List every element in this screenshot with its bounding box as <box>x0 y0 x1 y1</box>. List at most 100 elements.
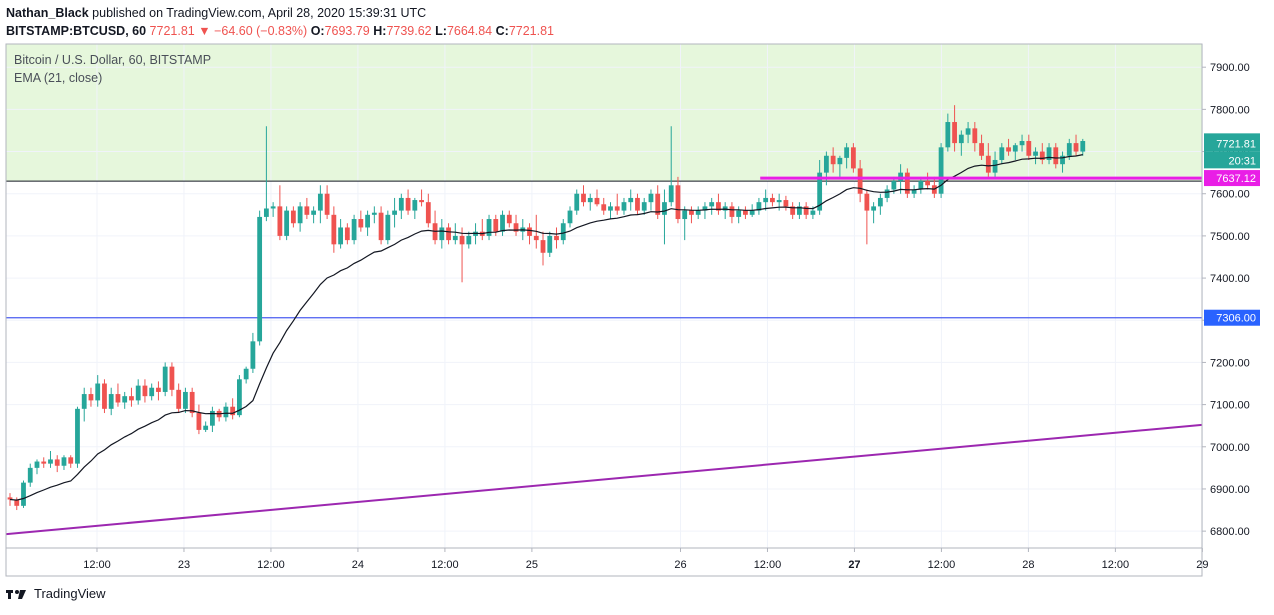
candle-body[interactable] <box>513 223 519 232</box>
candle-body[interactable] <box>695 210 701 215</box>
candle-body[interactable] <box>823 155 829 173</box>
candle-body[interactable] <box>763 197 769 203</box>
candle-body[interactable] <box>830 155 836 165</box>
candle-body[interactable] <box>850 147 856 169</box>
candle-body[interactable] <box>439 227 445 241</box>
candle-body[interactable] <box>965 128 971 135</box>
candle-body[interactable] <box>918 181 924 190</box>
candle-body[interactable] <box>48 459 53 464</box>
candle-body[interactable] <box>311 210 317 215</box>
candle-body[interactable] <box>371 212 377 215</box>
candle-body[interactable] <box>466 235 472 245</box>
candle-body[interactable] <box>675 185 681 220</box>
candle-body[interactable] <box>702 206 708 211</box>
candle-body[interactable] <box>378 212 384 241</box>
candle-body[interactable] <box>189 391 195 414</box>
candle-body[interactable] <box>365 214 370 228</box>
candle-body[interactable] <box>608 206 613 211</box>
candle-body[interactable] <box>790 206 796 215</box>
candle-body[interactable] <box>985 155 991 173</box>
candle-body[interactable] <box>27 467 33 483</box>
candle-body[interactable] <box>7 497 13 500</box>
candle-body[interactable] <box>129 396 134 401</box>
candle-body[interactable] <box>236 379 242 416</box>
candle-body[interactable] <box>1039 151 1045 160</box>
candle-body[interactable] <box>102 383 107 409</box>
price-chart[interactable]: 6800.006900.007000.007100.007200.007300.… <box>0 0 1274 586</box>
candle-body[interactable] <box>156 387 161 392</box>
candle-body[interactable] <box>405 197 411 211</box>
candle-body[interactable] <box>95 383 101 401</box>
indicator-label[interactable]: EMA (21, close) <box>14 71 102 85</box>
candle-body[interactable] <box>797 206 802 215</box>
candle-body[interactable] <box>641 202 647 211</box>
candle-body[interactable] <box>351 219 357 241</box>
candle-body[interactable] <box>277 206 283 236</box>
candle-body[interactable] <box>972 128 978 144</box>
candle-body[interactable] <box>169 366 175 390</box>
candle-body[interactable] <box>88 394 94 401</box>
candle-body[interactable] <box>621 202 627 211</box>
candle-body[interactable] <box>844 147 850 158</box>
candle-body[interactable] <box>722 206 728 211</box>
candle-body[interactable] <box>884 189 890 198</box>
candle-body[interactable] <box>486 219 492 236</box>
candle-body[interactable] <box>877 197 883 207</box>
candle-body[interactable] <box>446 227 451 241</box>
overlay-lines[interactable] <box>6 176 1203 536</box>
candle-body[interactable] <box>540 240 546 253</box>
candle-body[interactable] <box>945 122 951 148</box>
candle-body[interactable] <box>594 197 600 205</box>
candle-body[interactable] <box>864 193 870 211</box>
candle-body[interactable] <box>304 206 310 215</box>
candle-body[interactable] <box>891 181 897 190</box>
candle-body[interactable] <box>108 394 114 409</box>
candle-body[interactable] <box>1073 143 1079 152</box>
candle-body[interactable] <box>61 457 67 466</box>
candle-body[interactable] <box>574 193 580 211</box>
candle-body[interactable] <box>668 185 674 203</box>
candle-body[interactable] <box>398 197 404 211</box>
candle-body[interactable] <box>223 406 229 418</box>
candle-body[interactable] <box>385 214 391 241</box>
x-axis[interactable]: 12:00 23 12:00 24 12:00 25 26 12:00 27 12:00 28 12:… <box>83 548 1209 571</box>
candle-body[interactable] <box>743 210 748 215</box>
candle-body[interactable] <box>1053 147 1059 165</box>
candle-body[interactable] <box>655 193 661 215</box>
candle-body[interactable] <box>203 425 209 430</box>
candles[interactable] <box>7 105 1086 511</box>
candle-body[interactable] <box>331 214 337 245</box>
candle-body[interactable] <box>1046 147 1052 160</box>
candle-body[interactable] <box>243 368 249 380</box>
candle-body[interactable] <box>560 223 566 241</box>
candle-body[interactable] <box>992 159 998 173</box>
author-name[interactable]: Nathan_Black <box>6 6 89 20</box>
candle-body[interactable] <box>425 202 431 224</box>
candle-body[interactable] <box>263 208 269 217</box>
candle-body[interactable] <box>54 459 60 466</box>
candle-body[interactable] <box>338 227 344 245</box>
candle-body[interactable] <box>493 219 499 232</box>
candle-body[interactable] <box>14 499 20 506</box>
candle-body[interactable] <box>230 406 236 416</box>
candle-body[interactable] <box>810 210 816 215</box>
candle-body[interactable] <box>911 189 917 194</box>
candle-body[interactable] <box>142 385 148 397</box>
candle-body[interactable] <box>682 210 688 220</box>
candle-body[interactable] <box>614 206 620 211</box>
candle-body[interactable] <box>176 389 182 409</box>
candle-body[interactable] <box>324 193 330 215</box>
candle-body[interactable] <box>736 210 742 217</box>
candle-body[interactable] <box>581 193 586 203</box>
candle-body[interactable] <box>533 235 539 241</box>
candle-body[interactable] <box>783 200 789 207</box>
candle-body[interactable] <box>756 202 762 211</box>
candle-body[interactable] <box>770 197 775 203</box>
candle-body[interactable] <box>925 181 930 186</box>
candle-body[interactable] <box>716 202 721 211</box>
candle-body[interactable] <box>628 197 634 203</box>
candle-body[interactable] <box>419 200 424 203</box>
candle-body[interactable] <box>506 214 512 224</box>
candle-body[interactable] <box>817 172 823 211</box>
candle-body[interactable] <box>871 206 877 211</box>
